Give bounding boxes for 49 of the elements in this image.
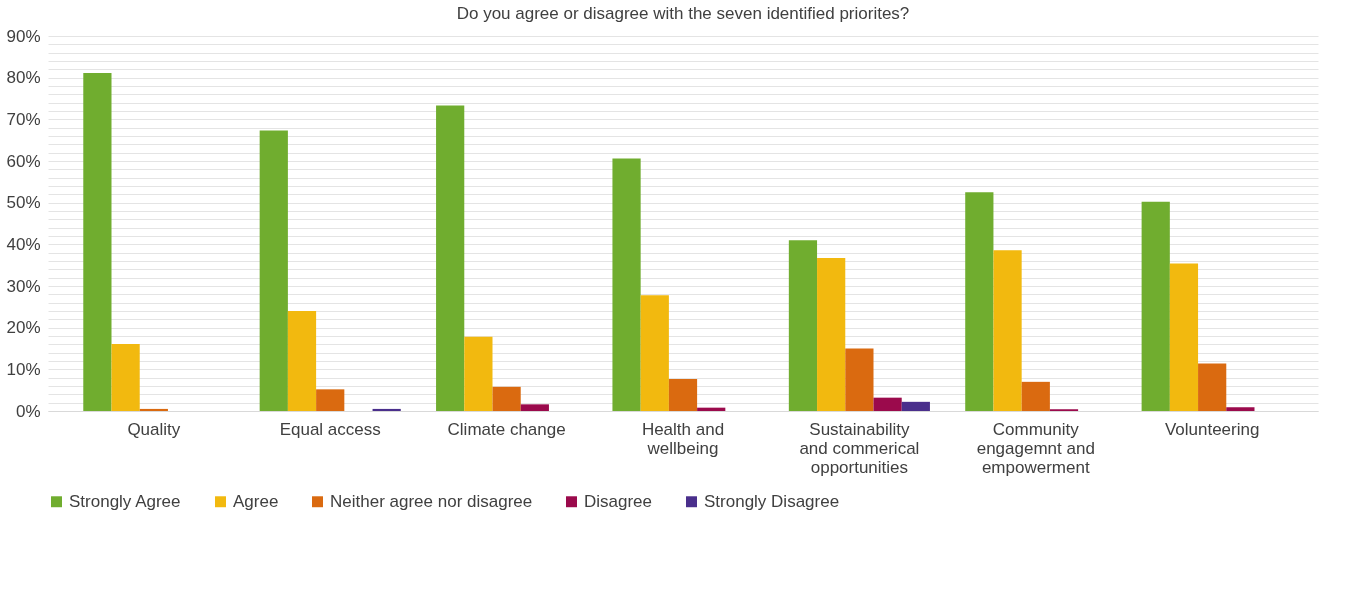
y-tick-label: 40% bbox=[6, 234, 41, 254]
bar bbox=[111, 343, 140, 411]
bar bbox=[640, 295, 669, 411]
bar bbox=[520, 404, 549, 411]
y-tick-label: 60% bbox=[6, 151, 41, 171]
bar bbox=[817, 258, 846, 411]
bar bbox=[436, 105, 465, 411]
x-tick-label: Equal access bbox=[279, 419, 381, 439]
legend-label: Neither agree nor disagree bbox=[330, 491, 533, 511]
bar bbox=[259, 130, 288, 411]
bar bbox=[845, 348, 874, 411]
y-tick-label: 30% bbox=[6, 276, 41, 296]
x-tick-label: Climate change bbox=[447, 419, 566, 439]
legend-label: Strongly Agree bbox=[69, 491, 181, 511]
x-tick-label: Sustainability and commerical opportunities bbox=[799, 419, 920, 477]
bar bbox=[372, 408, 401, 411]
bar bbox=[1021, 381, 1050, 411]
x-tick-label: Community engagemnt and empowerment bbox=[976, 419, 1095, 477]
bar bbox=[139, 408, 168, 411]
bar bbox=[1198, 363, 1227, 411]
bar bbox=[1226, 407, 1255, 411]
x-tick-label: Health and wellbeing bbox=[641, 419, 725, 458]
legend-label: Disagree bbox=[584, 491, 653, 511]
bar bbox=[316, 389, 345, 411]
bar bbox=[1141, 201, 1170, 411]
legend-label: Agree bbox=[233, 491, 279, 511]
y-tick-label: 0% bbox=[15, 401, 41, 421]
y-tick-label: 20% bbox=[6, 318, 41, 338]
bar bbox=[901, 401, 930, 411]
bar bbox=[788, 240, 818, 411]
x-tick-label: Quality bbox=[127, 419, 181, 439]
y-tick-label: 70% bbox=[6, 109, 41, 129]
y-tick-label: 80% bbox=[6, 68, 41, 88]
y-tick-label: 50% bbox=[6, 193, 41, 213]
bar bbox=[464, 336, 493, 411]
bar bbox=[83, 73, 112, 411]
bar bbox=[612, 158, 641, 411]
bar bbox=[1169, 263, 1199, 411]
bar bbox=[993, 250, 1022, 411]
chart-title: Do you agree or disagree with the seven identified priorites? bbox=[456, 4, 910, 23]
y-tick-label: 10% bbox=[6, 359, 41, 379]
bar bbox=[873, 397, 902, 411]
bar bbox=[287, 311, 317, 411]
y-tick-label: 90% bbox=[6, 26, 41, 46]
x-tick-label: Volunteering bbox=[1164, 419, 1260, 439]
bar bbox=[668, 378, 698, 411]
bar bbox=[965, 192, 994, 411]
legend-label: Strongly Disagree bbox=[704, 491, 840, 511]
bar bbox=[492, 386, 521, 411]
